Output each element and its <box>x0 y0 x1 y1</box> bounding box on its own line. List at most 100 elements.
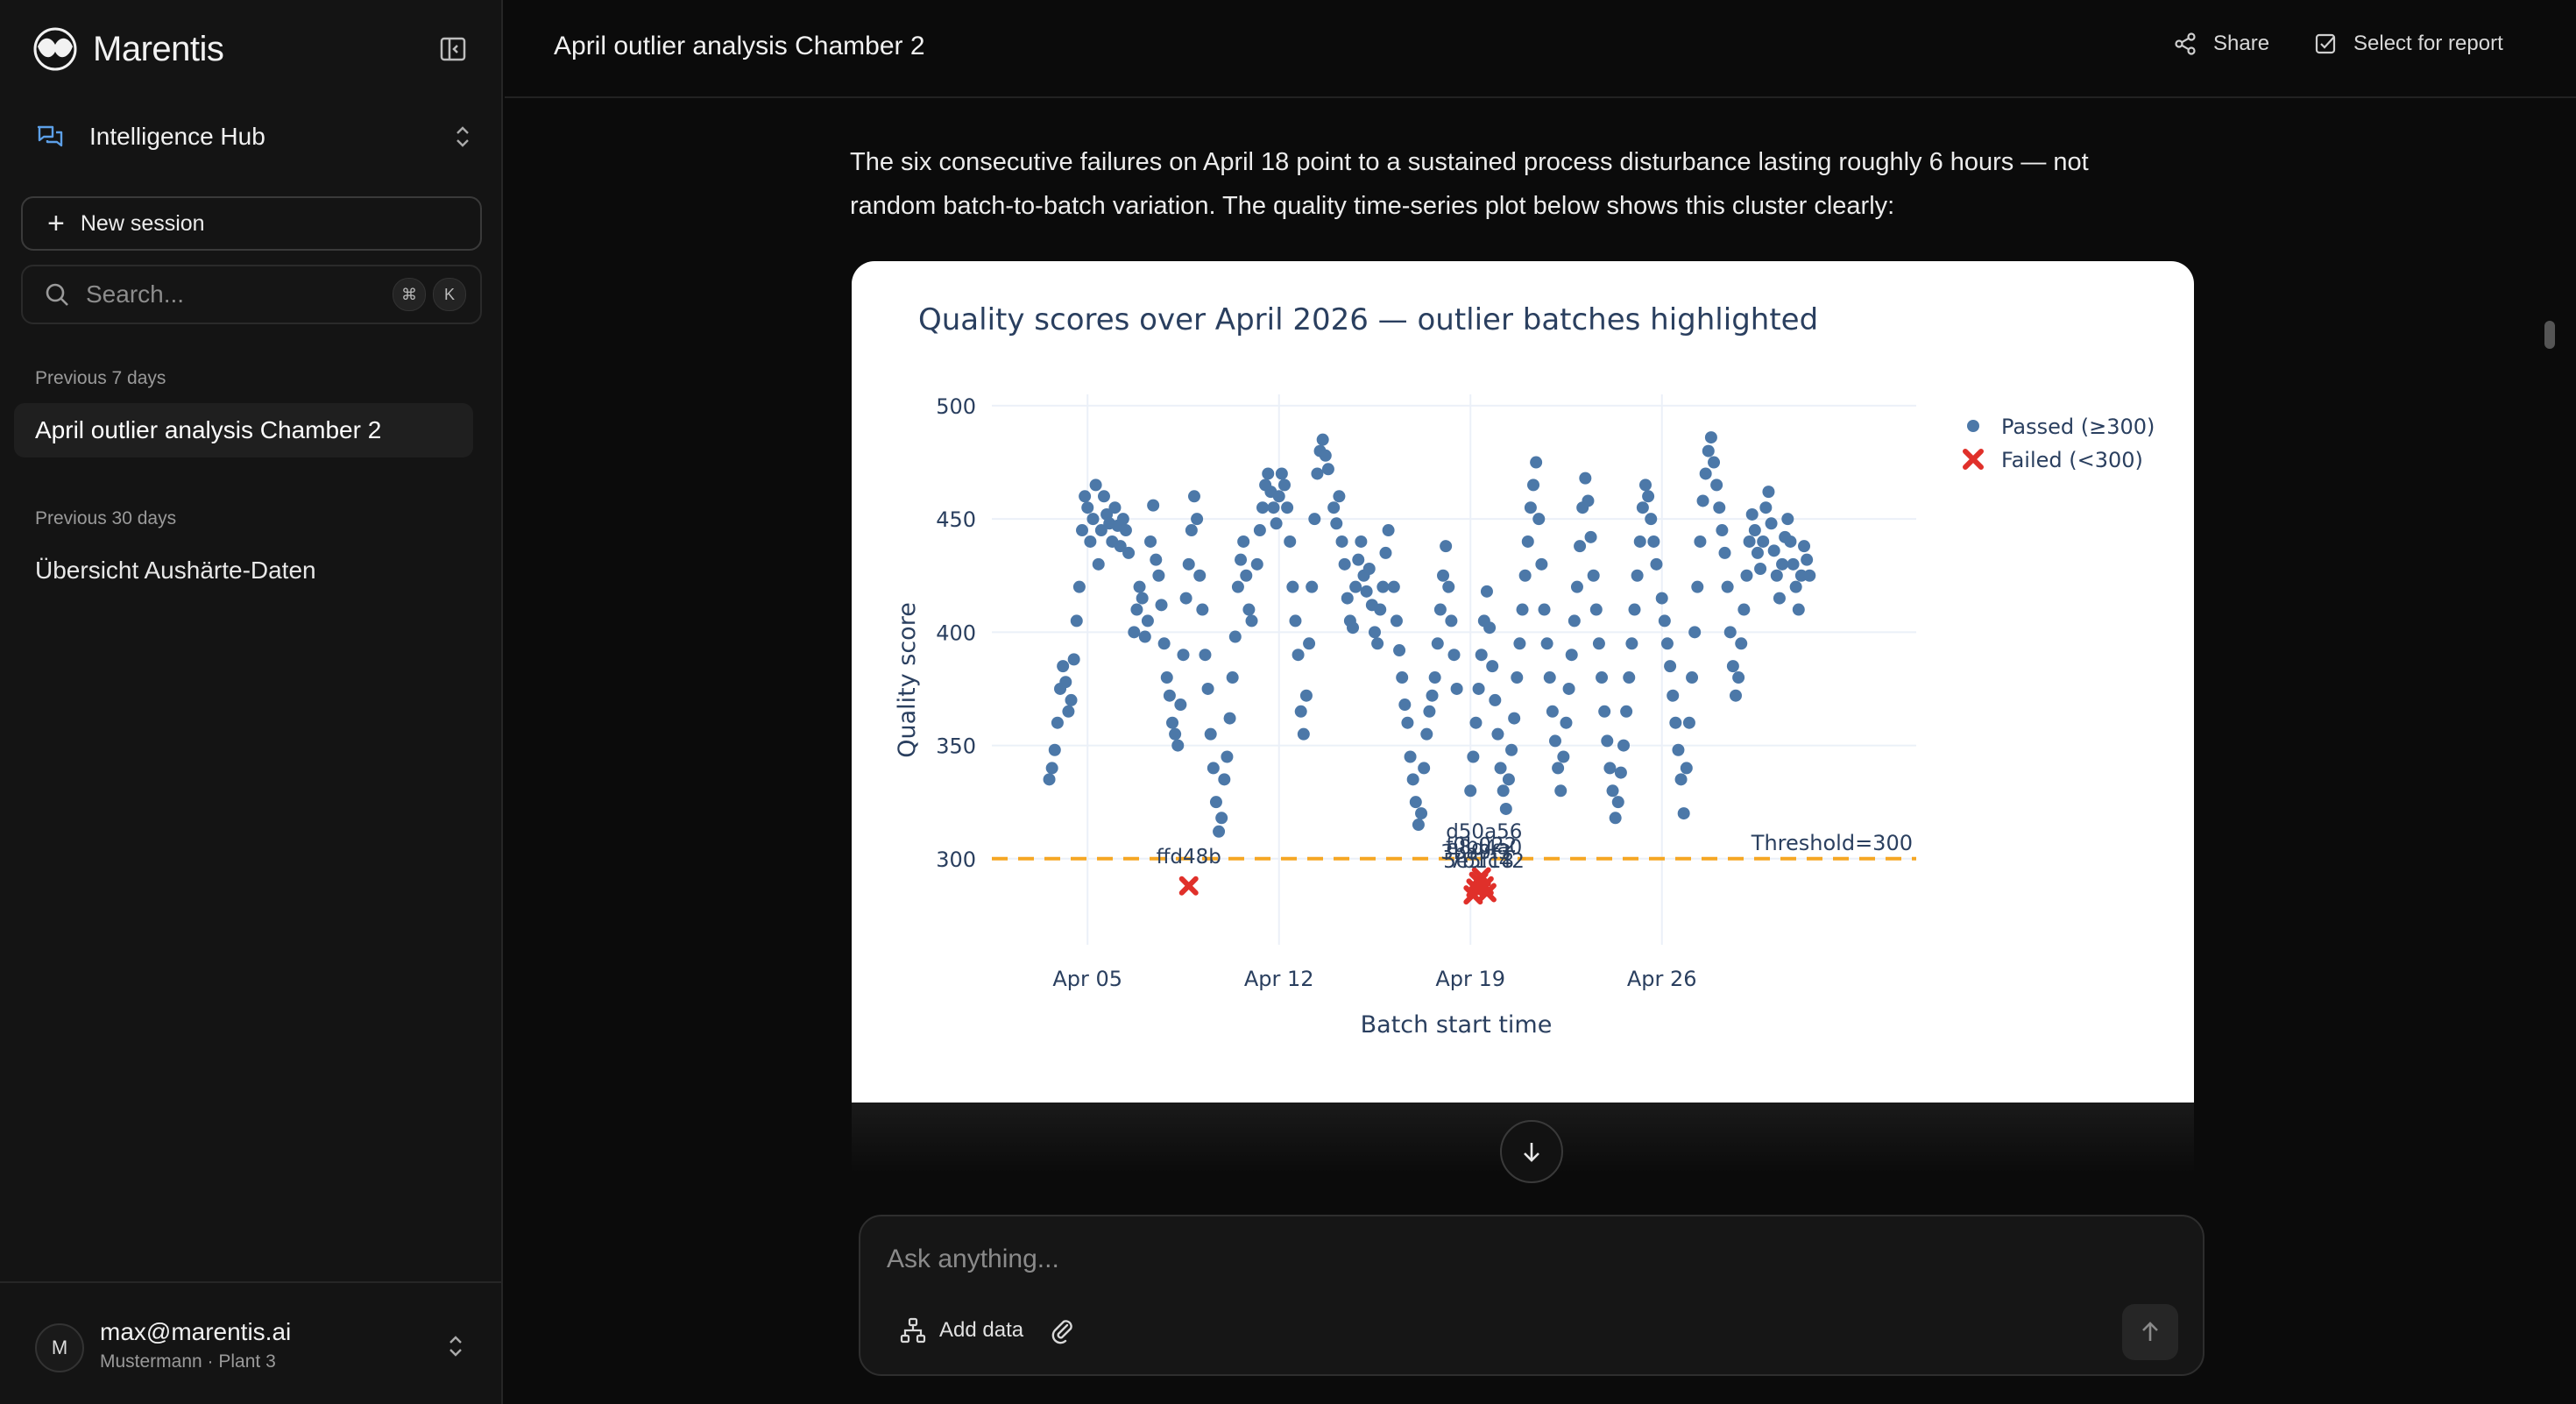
passed-point <box>1708 456 1721 469</box>
passed-point <box>1221 750 1234 763</box>
passed-point <box>1089 479 1102 492</box>
passed-point <box>1048 743 1061 756</box>
passed-point <box>1543 671 1556 684</box>
passed-point <box>1540 637 1553 650</box>
session-item-april-outlier[interactable]: April outlier analysis Chamber 2 <box>14 403 473 457</box>
passed-point <box>1433 603 1447 616</box>
passed-point <box>1751 546 1764 559</box>
passed-point <box>1532 513 1546 526</box>
paperclip-icon[interactable] <box>1048 1316 1076 1344</box>
user-email: max@marentis.ai <box>100 1318 292 1345</box>
passed-point <box>1740 569 1753 582</box>
hub-selector[interactable]: Intelligence Hub <box>35 112 473 161</box>
passed-point <box>1327 501 1341 514</box>
passed-point <box>1043 773 1056 786</box>
passed-point <box>1237 535 1250 548</box>
passed-point <box>1606 784 1619 798</box>
share-button[interactable]: Share <box>2173 32 2269 56</box>
passed-point <box>1130 603 1143 616</box>
passed-point <box>1319 449 1332 462</box>
passed-point <box>1420 727 1433 741</box>
session-item-uebersicht[interactable]: Übersicht Aushärte-Daten <box>35 557 316 584</box>
passed-point <box>1231 580 1244 593</box>
new-session-button[interactable]: + New session <box>21 196 482 251</box>
passed-point <box>1070 614 1083 628</box>
passed-point <box>1267 501 1280 514</box>
passed-point <box>1704 431 1717 444</box>
passed-point <box>1620 705 1633 718</box>
passed-point <box>1614 766 1627 779</box>
passed-point <box>1710 479 1723 492</box>
passed-point <box>1625 637 1638 650</box>
brand-logo[interactable]: Marentis <box>33 25 224 74</box>
scrollbar-thumb[interactable] <box>2544 321 2555 349</box>
passed-point <box>1636 501 1649 514</box>
search-input[interactable] <box>84 280 386 309</box>
sidebar-toggle-icon[interactable] <box>438 33 470 65</box>
prompt-input[interactable] <box>885 1243 2115 1290</box>
passed-point <box>1144 535 1157 548</box>
passed-point <box>1193 569 1207 582</box>
scroll-to-bottom-button[interactable] <box>1500 1120 1563 1183</box>
passed-point <box>1631 569 1644 582</box>
passed-point <box>1743 535 1756 548</box>
section-label-7-days: Previous 7 days <box>35 368 166 388</box>
passed-point <box>1696 494 1709 507</box>
passed-point <box>1579 472 1592 485</box>
legend-passed-marker <box>1967 420 1979 432</box>
passed-point <box>1390 614 1403 628</box>
passed-point <box>1486 660 1499 673</box>
passed-point <box>1079 490 1092 503</box>
x-tick-label: Apr 19 <box>1435 967 1505 991</box>
chevron-updown-icon <box>449 1336 462 1357</box>
passed-point <box>1592 637 1605 650</box>
add-data-button[interactable]: Add data <box>899 1316 1023 1344</box>
passed-point <box>1352 553 1365 566</box>
passed-point <box>1308 513 1321 526</box>
passed-point <box>1116 513 1129 526</box>
passed-point <box>1735 637 1748 650</box>
passed-point <box>1548 734 1561 748</box>
passed-point <box>1150 553 1163 566</box>
legend-failed-marker <box>1963 449 1984 470</box>
failed-point <box>1476 883 1497 903</box>
select-for-report-button[interactable]: Select for report <box>2313 32 2503 56</box>
passed-point <box>1428 671 1441 684</box>
passed-point <box>1245 614 1258 628</box>
passed-point <box>1762 486 1775 499</box>
passed-point <box>1253 524 1266 537</box>
passed-point <box>1362 562 1376 575</box>
passed-point <box>1347 621 1360 635</box>
passed-point <box>1199 649 1212 662</box>
passed-point <box>1447 649 1461 662</box>
passed-point <box>1546 705 1559 718</box>
passed-point <box>1664 660 1677 673</box>
passed-point <box>1737 603 1751 616</box>
passed-point <box>1596 671 1609 684</box>
passed-point <box>1412 819 1425 832</box>
passed-point <box>1726 660 1739 673</box>
passed-point <box>1396 671 1409 684</box>
passed-point <box>1603 762 1617 775</box>
send-button[interactable] <box>2122 1304 2178 1360</box>
passed-point <box>1658 614 1671 628</box>
passed-point <box>1781 513 1794 526</box>
passed-point <box>1655 592 1668 605</box>
passed-point <box>1133 580 1146 593</box>
passed-point <box>1686 671 1699 684</box>
chevron-updown-icon <box>456 126 469 147</box>
passed-point <box>1647 535 1660 548</box>
marentis-logo-icon <box>33 27 77 71</box>
passed-point <box>1191 513 1204 526</box>
passed-point <box>1185 524 1198 537</box>
composer: Add data <box>859 1215 2204 1376</box>
passed-point <box>1242 603 1256 616</box>
passed-point <box>1240 569 1253 582</box>
passed-point <box>1404 750 1417 763</box>
passed-point <box>1097 490 1110 503</box>
passed-point <box>1524 501 1537 514</box>
passed-point <box>1680 762 1693 775</box>
passed-point <box>1051 716 1064 729</box>
passed-point <box>1667 689 1680 702</box>
user-menu[interactable]: M max@marentis.ai Mustermann · Plant 3 <box>0 1281 501 1404</box>
